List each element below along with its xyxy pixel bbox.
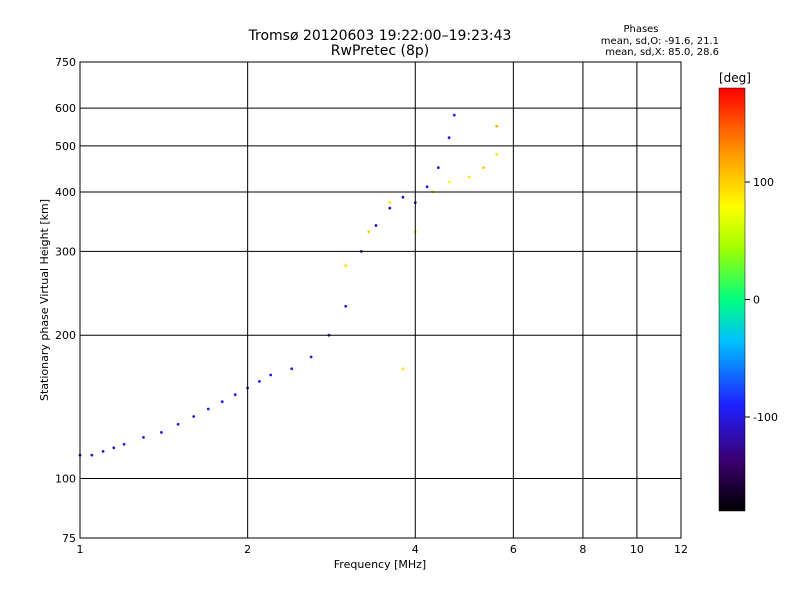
x-tick-label: 10	[630, 543, 644, 556]
data-point	[447, 136, 451, 140]
x-tick-label: 8	[579, 543, 586, 556]
x-tick-label: 4	[412, 543, 419, 556]
colorbar-tick-label: 0	[753, 294, 760, 307]
data-point	[425, 185, 429, 189]
grid	[80, 62, 681, 538]
chart-title: Tromsø 20120603 19:22:00–19:23:43	[248, 28, 512, 44]
x-axis-label: Frequency [MHz]	[334, 558, 426, 571]
data-point	[374, 224, 378, 227]
chart-subtitle: RwPretec (8p)	[331, 43, 429, 59]
colorbar-ticks: 100 0 -100	[745, 176, 778, 424]
colorbar	[718, 87, 746, 512]
phases-line-o: mean, sd,O: -91.6, 21.1	[601, 36, 719, 47]
data-point	[90, 453, 94, 457]
y-tick-label: 600	[55, 102, 76, 115]
data-point	[467, 175, 471, 179]
data-point	[452, 113, 456, 117]
data-point	[447, 180, 451, 184]
data-point	[309, 355, 313, 359]
colorbar-title: [deg]	[719, 71, 751, 85]
data-point	[192, 415, 196, 418]
y-tick-label: 750	[55, 56, 76, 69]
x-tick-label: 1	[77, 543, 84, 556]
dots-layer	[78, 113, 499, 457]
phases-line-x: mean, sd,X: 85.0, 28.6	[605, 47, 719, 58]
x-tick-label: 12	[674, 543, 688, 556]
data-point	[388, 206, 392, 210]
y-tick-label: 200	[55, 329, 76, 342]
data-point	[160, 431, 163, 434]
y-tick-label: 400	[55, 186, 76, 199]
data-point	[101, 450, 105, 453]
data-point	[401, 367, 405, 371]
data-point	[220, 400, 224, 404]
phases-title: Phases	[623, 24, 658, 35]
y-tick-label: 100	[55, 473, 76, 486]
data-point	[206, 407, 210, 411]
y-tick-label: 500	[55, 140, 76, 153]
colorbar-tick-label: 100	[753, 176, 774, 189]
y-tick-label: 300	[55, 245, 76, 258]
x-tick-label: 6	[510, 543, 517, 556]
data-point	[142, 436, 145, 439]
data-point	[388, 201, 392, 205]
x-tick-label: 2	[244, 543, 251, 556]
y-tick-label: 75	[62, 532, 76, 545]
data-point	[344, 304, 348, 308]
data-point	[495, 124, 499, 128]
data-point	[401, 195, 405, 199]
data-point	[176, 422, 180, 426]
data-point	[233, 393, 237, 397]
data-point	[258, 380, 261, 383]
y-axis-label: Stationary phase Virtual Height [km]	[38, 199, 51, 401]
data-point	[436, 166, 440, 170]
data-point	[290, 367, 294, 371]
data-point	[122, 442, 126, 446]
data-point	[112, 446, 116, 450]
data-point	[367, 230, 371, 234]
plot-frame	[79, 61, 682, 539]
data-point	[495, 152, 499, 156]
data-point	[344, 264, 348, 268]
data-point	[482, 166, 485, 170]
data-point	[269, 373, 273, 377]
colorbar-tick-label: -100	[753, 411, 778, 424]
